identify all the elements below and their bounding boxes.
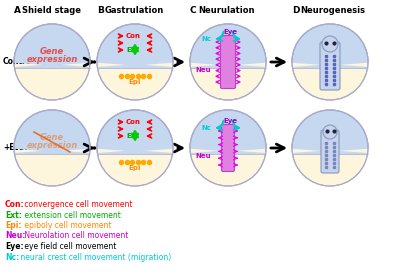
Polygon shape xyxy=(14,24,90,68)
Circle shape xyxy=(323,125,337,139)
Text: epiboly cell movement: epiboly cell movement xyxy=(22,221,112,230)
Text: expression: expression xyxy=(26,141,78,150)
Circle shape xyxy=(97,24,173,100)
Text: Shield stage: Shield stage xyxy=(22,6,81,15)
Text: Eye: Eye xyxy=(223,29,237,35)
Polygon shape xyxy=(292,24,368,68)
Text: Gene: Gene xyxy=(40,133,64,142)
Text: D: D xyxy=(292,6,300,15)
Text: eye field cell movement: eye field cell movement xyxy=(22,242,116,251)
Circle shape xyxy=(97,110,173,186)
Text: Epi:: Epi: xyxy=(5,221,22,230)
Text: Epi: Epi xyxy=(129,165,141,171)
Text: convergence cell movement: convergence cell movement xyxy=(22,200,133,209)
Polygon shape xyxy=(190,24,266,68)
Text: expression: expression xyxy=(26,55,78,64)
Circle shape xyxy=(190,110,266,186)
FancyBboxPatch shape xyxy=(220,36,236,89)
Text: neural crest cell movement (migration): neural crest cell movement (migration) xyxy=(18,253,172,261)
Text: Neurogenesis: Neurogenesis xyxy=(300,6,365,15)
Circle shape xyxy=(322,36,338,52)
Circle shape xyxy=(14,24,90,100)
Text: Neu: Neu xyxy=(195,153,211,159)
Text: Nc: Nc xyxy=(201,125,211,131)
Text: Epi: Epi xyxy=(129,79,141,85)
Polygon shape xyxy=(190,110,266,154)
Text: Gastrulation: Gastrulation xyxy=(105,6,164,15)
FancyBboxPatch shape xyxy=(321,130,339,173)
Text: Nc: Nc xyxy=(201,36,211,42)
Polygon shape xyxy=(14,110,90,154)
Text: Con: Con xyxy=(126,119,140,125)
Text: C: C xyxy=(190,6,197,15)
Text: A: A xyxy=(14,6,21,15)
Text: Control: Control xyxy=(3,58,35,67)
Text: Neurolation cell movement: Neurolation cell movement xyxy=(22,232,128,241)
Circle shape xyxy=(292,24,368,100)
Text: Neurulation: Neurulation xyxy=(198,6,254,15)
Text: B: B xyxy=(97,6,104,15)
Text: +EtOH: +EtOH xyxy=(3,144,31,153)
Text: Gene: Gene xyxy=(40,47,64,56)
Text: Ext:: Ext: xyxy=(5,210,22,219)
Text: Nc:: Nc: xyxy=(5,253,19,261)
FancyBboxPatch shape xyxy=(320,42,340,90)
Polygon shape xyxy=(97,24,173,68)
Polygon shape xyxy=(292,110,368,154)
Text: Con: Con xyxy=(126,33,140,39)
Text: Neu:: Neu: xyxy=(5,232,25,241)
FancyBboxPatch shape xyxy=(222,124,234,172)
Text: Eye: Eye xyxy=(223,118,237,124)
Text: Con:: Con: xyxy=(5,200,25,209)
Text: Ext: Ext xyxy=(127,47,139,53)
Text: Ext: Ext xyxy=(127,133,139,139)
Text: Eye:: Eye: xyxy=(5,242,24,251)
Polygon shape xyxy=(97,110,173,154)
Text: Neu: Neu xyxy=(195,67,211,73)
Circle shape xyxy=(14,110,90,186)
Text: extension cell movement: extension cell movement xyxy=(22,210,121,219)
Circle shape xyxy=(190,24,266,100)
Circle shape xyxy=(292,110,368,186)
